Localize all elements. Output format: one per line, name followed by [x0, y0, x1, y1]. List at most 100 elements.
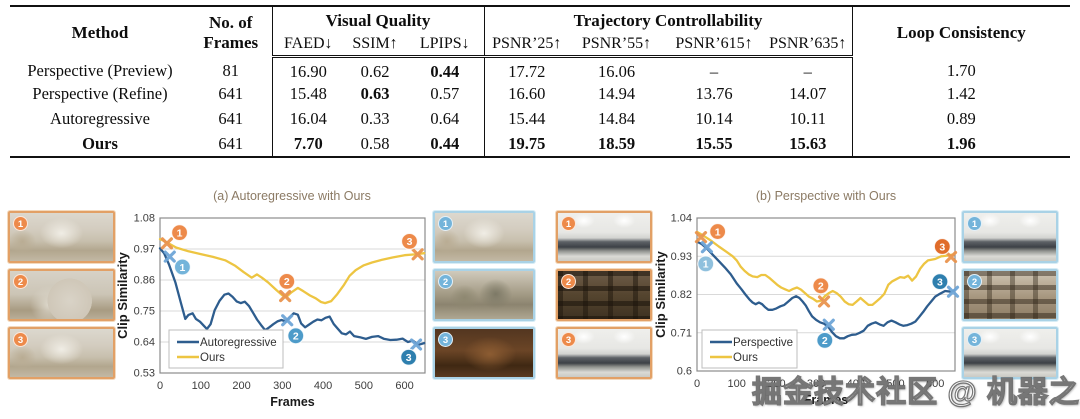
value-cell: 0.63	[360, 84, 390, 103]
value-cell: 16.06	[597, 61, 636, 81]
x-axis-label: Frames	[270, 395, 315, 409]
value-cell: 1.96	[851, 131, 1071, 157]
value-cell: 15.55	[695, 133, 733, 153]
method-cell: Perspective (Preview)	[27, 60, 173, 80]
numbered-badge: 1	[709, 222, 727, 241]
badge-circle	[816, 331, 834, 349]
thumbnail-number-badge: 3	[561, 332, 576, 347]
series-line-perspective	[695, 240, 956, 340]
x-tick-label: 500	[355, 380, 373, 392]
value-cell: –	[803, 61, 812, 81]
badge-circle	[709, 222, 727, 241]
value-cell: 1.42	[851, 81, 1071, 107]
table-body: Perspective (Preview) 81 16.90 0.62 0.44 17.7…	[10, 56, 1071, 157]
series-line-ours	[695, 230, 956, 307]
x-marker-stroke	[817, 295, 831, 308]
x-marker-stroke	[163, 250, 176, 263]
sub-col-header: LPIPS↓	[406, 33, 484, 58]
x-tick-label: 600	[926, 378, 944, 390]
x-marker	[411, 248, 424, 261]
x-tick-label: 200	[232, 380, 250, 392]
x-tick-label: 600	[395, 380, 413, 392]
table-row: Autoregressive 641 16.04 0.33 0.64 15.44 14.84…	[10, 106, 1071, 132]
x-tick-label: 400	[314, 380, 332, 392]
x-tick-label: 100	[192, 380, 210, 392]
x-tick-label: 400	[847, 378, 865, 390]
x-marker-stroke	[700, 241, 714, 254]
x-axis-label: Frames	[804, 393, 849, 407]
badge-circle	[812, 277, 830, 295]
badge-number: 1	[715, 226, 721, 238]
table-row: Ours 641 7.70 0.58 0.44 19.75 18.59 15.55 15.63 1…	[10, 131, 1071, 157]
metrics-table: Method No. of Frames Visual Quality Traje…	[10, 5, 1071, 158]
numbered-badge: 3	[400, 232, 419, 250]
value-cell: 16.60	[483, 81, 569, 107]
x-tick-label: 0	[694, 378, 700, 390]
value-cell: 14.84	[597, 109, 636, 128]
sub-col-header: PSNR’615↑	[664, 33, 764, 58]
x-marker-stroke	[409, 338, 423, 351]
y-tick-label: 1.04	[671, 213, 692, 225]
sub-header-row: FAED↓ SSIM↑ LPIPS↓ PSNR’25↑ PSNR’55↑ PSNR’615…	[10, 33, 1070, 58]
sub-col-header: SSIM↑	[344, 33, 406, 58]
thumbnail-column-mid-blue: 1 2 3	[433, 211, 535, 385]
x-marker	[700, 241, 714, 254]
thumbnail-number-badge: 1	[13, 216, 28, 231]
x-tick-label: 0	[157, 380, 163, 392]
badge-circle	[400, 232, 419, 250]
thumbnail-number-badge: 1	[438, 216, 453, 231]
badge-circle	[933, 237, 951, 256]
col-header-method: Method	[71, 22, 129, 42]
badge-number: 3	[406, 352, 412, 364]
y-tick-label: 0.6	[677, 366, 692, 378]
x-marker	[946, 285, 960, 298]
numbered-badge: 2	[812, 277, 830, 295]
thumbnail-number-badge: 3	[438, 332, 453, 347]
badge-number: 3	[937, 276, 943, 288]
value-cell: 16.90	[271, 56, 344, 82]
value-cell: –	[709, 61, 719, 81]
badge-circle	[400, 348, 418, 366]
x-tick-label: 300	[273, 380, 291, 392]
value-cell: 641	[218, 84, 244, 103]
badge-number: 1	[180, 262, 186, 274]
sub-col-header: FAED↓	[271, 33, 344, 58]
thumbnail-number-badge: 1	[561, 216, 576, 231]
thumbnail-column-left-orange: 1 2 3	[8, 211, 115, 385]
numbered-badge: 2	[287, 327, 305, 345]
y-tick-label: 0.82	[671, 289, 692, 301]
legend-box	[168, 329, 284, 369]
x-marker	[694, 231, 708, 244]
panorama-thumbnail: 1	[433, 211, 535, 263]
thumbnail-column-right-blue: 1 2 3	[962, 211, 1058, 385]
value-cell: 0.33	[360, 109, 390, 128]
chart-title: (a) Autoregressive with Ours	[213, 189, 371, 203]
panorama-thumbnail: 1	[962, 211, 1058, 263]
table-row: Perspective (Refine) 641 15.48 0.63 0.57 16.6…	[10, 81, 1071, 107]
badge-circle	[278, 272, 296, 291]
x-marker-stroke	[944, 250, 958, 264]
x-marker-stroke	[822, 318, 835, 331]
x-marker-stroke	[279, 289, 292, 303]
badge-number: 1	[177, 227, 183, 239]
y-tick-label: 0.75	[134, 306, 155, 318]
y-axis-label: Clip Similarity	[653, 250, 668, 337]
y-tick-label: 0.97	[134, 244, 155, 256]
value-cell: 18.59	[597, 133, 636, 153]
thumbnail-number-badge: 2	[561, 274, 576, 289]
x-tick-label: 200	[767, 378, 785, 390]
y-tick-label: 0.53	[134, 368, 155, 380]
value-cell: 17.72	[483, 56, 569, 82]
value-cell: 10.14	[695, 109, 733, 128]
x-marker-stroke	[411, 248, 424, 261]
value-cell: 15.48	[271, 81, 344, 107]
legend-label: Ours	[200, 352, 225, 364]
value-cell: 81	[222, 60, 240, 80]
chart-autoregressive-vs-ours: (a) Autoregressive with Ours 0.53 0.64 0.75…	[115, 189, 426, 409]
y-axis-label: Clip Similarity	[115, 251, 130, 338]
value-cell: 641	[218, 109, 244, 128]
value-cell: 0.64	[430, 109, 460, 128]
x-marker	[279, 289, 292, 303]
panorama-thumbnail: 3	[8, 327, 115, 379]
chart-title: (b) Perspective with Ours	[756, 189, 896, 203]
